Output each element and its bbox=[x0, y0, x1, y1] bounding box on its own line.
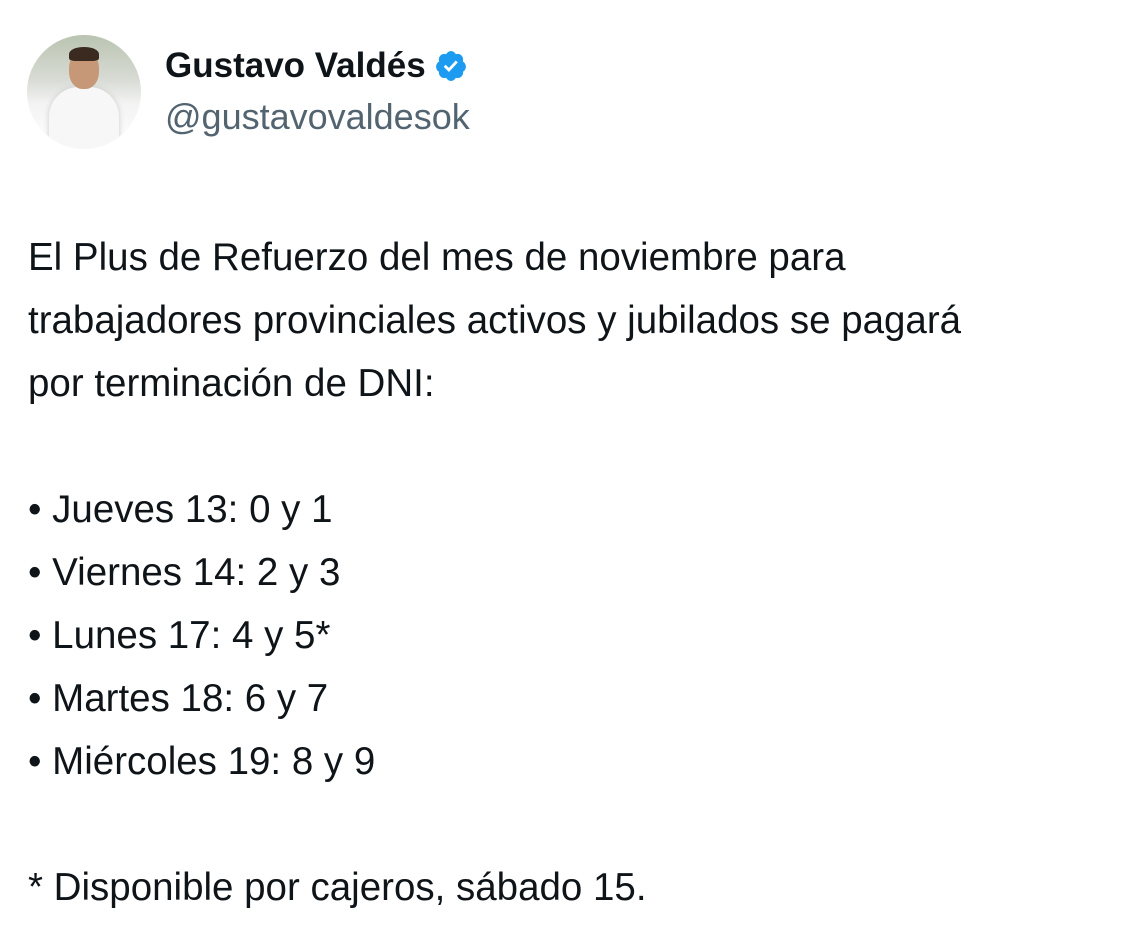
author-handle[interactable]: @gustavovaldesok bbox=[165, 96, 470, 137]
intro-line: trabajadores provinciales activos y jubi… bbox=[28, 299, 962, 342]
verified-badge-icon bbox=[435, 51, 466, 81]
tweet-text: El Plus de Refuerzo del mes de noviembre… bbox=[28, 226, 1138, 919]
avatar[interactable] bbox=[27, 35, 141, 149]
schedule-item: • Miércoles 19: 8 y 9 bbox=[28, 740, 376, 783]
schedule-item: • Martes 18: 6 y 7 bbox=[28, 677, 329, 720]
avatar-hair bbox=[69, 47, 99, 61]
author-name[interactable]: Gustavo Valdés bbox=[165, 46, 426, 85]
footnote: * Disponible por cajeros, sábado 15. bbox=[28, 866, 647, 909]
schedule-item: • Viernes 14: 2 y 3 bbox=[28, 551, 341, 594]
schedule-item: • Jueves 13: 0 y 1 bbox=[28, 488, 333, 531]
author-name-row[interactable]: Gustavo Valdés bbox=[165, 46, 468, 86]
intro-line: por terminación de DNI: bbox=[28, 362, 435, 405]
intro-line: El Plus de Refuerzo del mes de noviembre… bbox=[28, 236, 846, 279]
schedule-item: • Lunes 17: 4 y 5* bbox=[28, 614, 331, 657]
avatar-shirt bbox=[49, 87, 119, 149]
